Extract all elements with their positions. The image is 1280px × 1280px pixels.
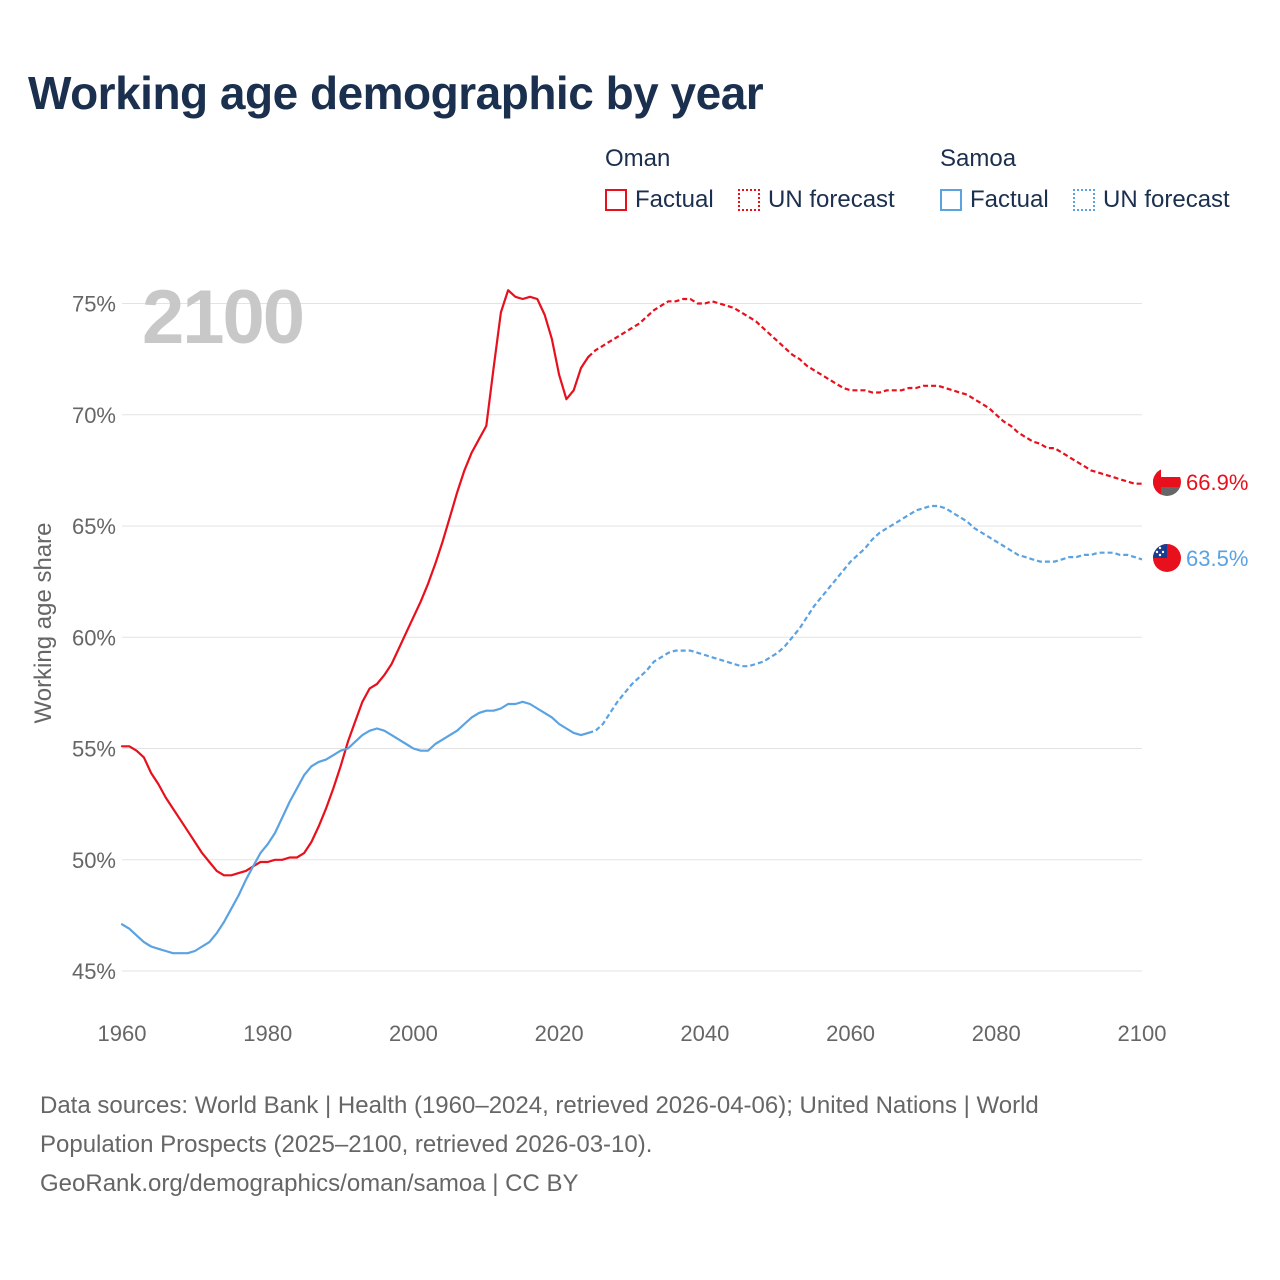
- x-tick-label: 1960: [98, 1021, 147, 1046]
- samoa-flag-icon: [1153, 544, 1181, 572]
- chart-title: Working age demographic by year: [28, 67, 764, 119]
- year-watermark: 2100: [142, 275, 303, 360]
- oman-forecast-line[interactable]: [587, 297, 1142, 485]
- legend-swatch-oman-forecast: [738, 189, 760, 211]
- legend-oman-factual[interactable]: Factual: [605, 186, 714, 214]
- y-tick-label: 50%: [72, 848, 116, 873]
- y-axis-ticks: 45% 50% 55% 60% 65% 70% 75%: [72, 292, 116, 985]
- x-tick-label: 2080: [972, 1021, 1021, 1046]
- gridlines: [122, 303, 1142, 972]
- legend-oman-forecast[interactable]: UN forecast: [738, 186, 895, 214]
- legend-samoa-forecast[interactable]: UN forecast: [1073, 186, 1230, 214]
- y-tick-label: 65%: [72, 514, 116, 539]
- footer-sources: Data sources: World Bank | Health (1960–…: [40, 1086, 1240, 1203]
- oman-flag-icon: [1153, 468, 1181, 496]
- y-tick-label: 60%: [72, 625, 116, 650]
- legend-group-oman: Oman: [605, 145, 671, 172]
- samoa-end-label: 63.5%: [1186, 546, 1248, 571]
- x-tick-label: 2100: [1118, 1021, 1167, 1046]
- y-tick-label: 75%: [72, 292, 116, 317]
- y-tick-label: 55%: [72, 737, 116, 762]
- x-tick-label: 1980: [243, 1021, 292, 1046]
- y-tick-label: 45%: [72, 959, 116, 984]
- footer-link[interactable]: GeoRank.org/demographics/oman/samoa | CC…: [40, 1170, 579, 1197]
- legend-swatch-samoa-forecast: [1073, 189, 1095, 211]
- series-lines: [120, 289, 1143, 955]
- x-tick-label: 2060: [826, 1021, 875, 1046]
- x-tick-label: 2000: [389, 1021, 438, 1046]
- samoa-forecast-line[interactable]: [587, 504, 1143, 734]
- legend-swatch-samoa-factual: [940, 189, 962, 211]
- footer-line: Population Prospects (2025–2100, retriev…: [40, 1131, 653, 1158]
- y-tick-label: 70%: [72, 403, 116, 428]
- legend-label: Factual: [635, 186, 714, 213]
- x-tick-label: 2040: [680, 1021, 729, 1046]
- samoa-factual-line[interactable]: [120, 700, 590, 955]
- oman-factual-line[interactable]: [120, 289, 590, 877]
- legend-samoa-factual[interactable]: Factual: [940, 186, 1049, 214]
- oman-end-label: 66.9%: [1186, 470, 1248, 495]
- footer-line: Data sources: World Bank | Health (1960–…: [40, 1092, 1039, 1119]
- legend-swatch-oman-factual: [605, 189, 627, 211]
- x-tick-label: 2020: [535, 1021, 584, 1046]
- legend-group-samoa: Samoa: [940, 145, 1017, 172]
- line-chart: 45% 50% 55% 60% 65% 70% 75% 1960 1980 2000 2020 20…: [30, 275, 1248, 1046]
- y-axis-label: Working age share: [30, 523, 57, 724]
- legend-label: Factual: [970, 186, 1049, 213]
- x-axis-ticks: 1960 1980 2000 2020 2040 2060 2080 2100: [98, 1021, 1167, 1046]
- legend-label: UN forecast: [768, 186, 895, 213]
- legend-label: UN forecast: [1103, 186, 1230, 213]
